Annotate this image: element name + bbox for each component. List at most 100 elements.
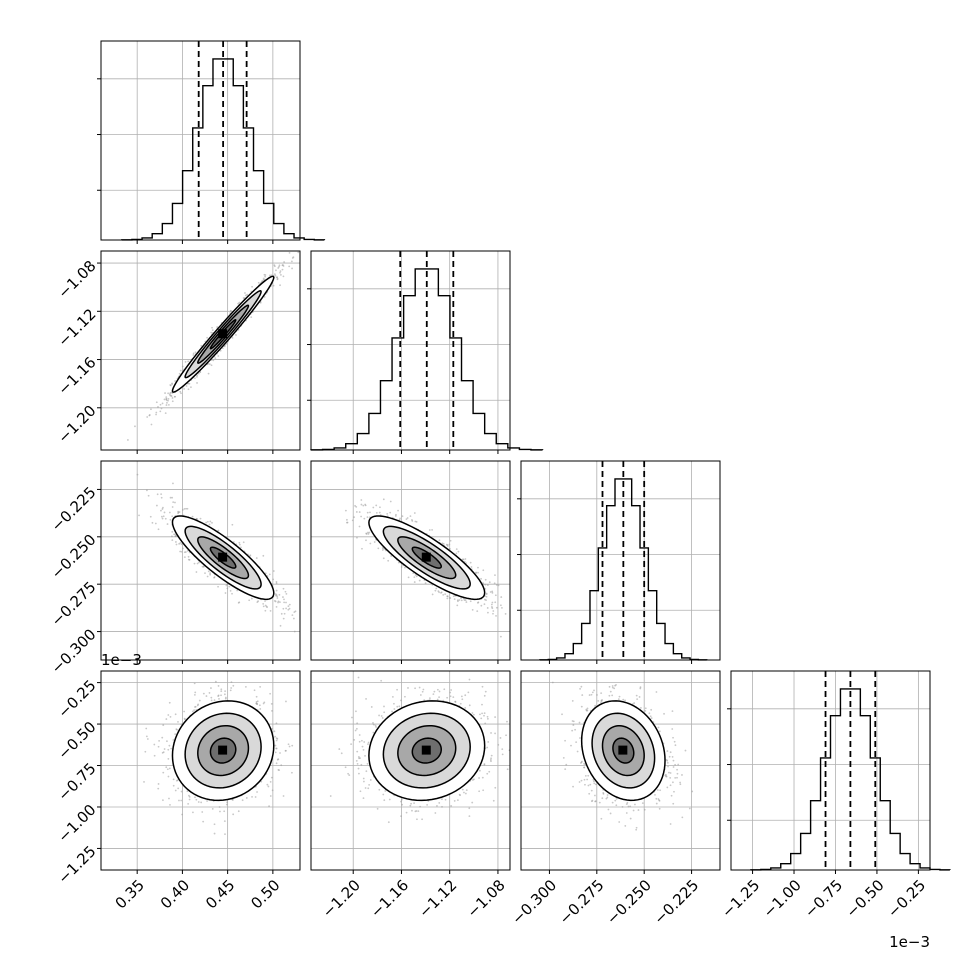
scatter-point — [449, 539, 452, 542]
scatter-point — [155, 401, 158, 404]
scatter-point — [518, 632, 520, 634]
scatter-point — [406, 517, 409, 519]
scatter-point — [186, 549, 189, 552]
scatter-point — [257, 281, 260, 284]
scatter-point — [367, 533, 370, 535]
scatter-point — [194, 706, 196, 708]
scatter-point — [169, 803, 171, 806]
scatter-point — [157, 528, 160, 531]
scatter-point — [199, 517, 202, 520]
scatter-point — [262, 554, 265, 557]
scatter-point — [182, 547, 184, 550]
panels-layer: 0.35 0.40 0.45 0.50 −1.20 −1.16 −1.12 −1.08 −0.3… — [48, 40, 951, 928]
scatter-point — [409, 515, 412, 518]
scatter-point — [168, 701, 171, 704]
scatter-point — [217, 685, 220, 687]
scatter-point — [487, 611, 489, 614]
scatter-point — [196, 518, 199, 521]
scatter-point — [272, 570, 275, 572]
scatter-point — [276, 276, 279, 279]
scatter-point — [134, 425, 136, 428]
scatter-point — [280, 764, 283, 767]
scatter-point — [493, 582, 496, 585]
scatter-point — [217, 355, 220, 357]
scatter-point — [165, 398, 168, 401]
scatter-point — [223, 693, 226, 696]
scatter-point — [354, 504, 356, 507]
scatter-point — [273, 273, 276, 276]
scatter-point — [183, 551, 186, 554]
panel-frame — [310, 250, 511, 451]
scatter-point — [188, 382, 191, 385]
scatter-point — [282, 275, 285, 278]
scatter-point — [283, 601, 286, 604]
scatter-point — [161, 402, 164, 405]
scatter-point — [375, 504, 378, 507]
scatter-point — [458, 599, 461, 601]
scatter-point — [221, 347, 224, 350]
scatter-point — [250, 597, 253, 600]
scatter-point — [274, 600, 277, 603]
scatter-point — [363, 517, 366, 520]
scatter-point — [194, 796, 196, 799]
scatter-point — [240, 546, 242, 549]
scatter-point — [167, 714, 170, 716]
scatter-point — [167, 392, 170, 395]
scatter-panel-1-2 — [310, 460, 552, 664]
scatter-point — [196, 704, 199, 707]
scatter-point — [217, 585, 219, 588]
scatter-point — [418, 579, 421, 582]
scatter-point — [164, 517, 167, 520]
scatter-point — [269, 274, 271, 277]
scatter-point — [282, 607, 285, 610]
scatter-point — [271, 789, 274, 792]
scatter-point — [485, 595, 488, 598]
scatter-point — [237, 601, 240, 604]
scatter-point — [193, 562, 196, 565]
scatter-point — [455, 548, 458, 551]
scatter-point — [166, 740, 168, 743]
scatter-point — [211, 326, 213, 329]
scatter-point — [285, 593, 288, 595]
scatter-point — [191, 515, 194, 518]
scatter-point — [166, 768, 169, 771]
scatter-point — [177, 720, 179, 723]
scatter-point — [205, 521, 208, 524]
scatter-point — [431, 528, 433, 531]
scatter-point — [155, 413, 157, 416]
density-peak — [218, 552, 228, 562]
scatter-point — [179, 369, 182, 372]
scatter-panel-0-3 — [97, 670, 301, 874]
scatter-point — [229, 309, 232, 312]
scatter-point — [228, 585, 231, 588]
scatter-point — [212, 359, 215, 362]
scatter-point — [274, 274, 277, 277]
scatter-point — [394, 515, 397, 517]
scatter-point — [169, 384, 172, 386]
scatter-point — [283, 598, 285, 601]
scatter-point — [226, 801, 228, 804]
scatter-point — [206, 575, 209, 578]
scatter-point — [255, 557, 258, 559]
scatter-point — [226, 583, 229, 586]
scatter-point — [194, 351, 197, 354]
scatter-point — [504, 612, 507, 615]
scatter-point — [292, 617, 295, 620]
scatter-point — [486, 584, 489, 586]
scatter-point — [485, 599, 487, 601]
scatter-point — [160, 496, 163, 499]
scatter-point — [172, 482, 174, 485]
scatter-point — [150, 408, 152, 411]
scatter-point — [499, 604, 502, 607]
scatter-point — [159, 410, 162, 413]
scatter-point — [360, 515, 363, 518]
scatter-point — [211, 329, 214, 332]
scatter-point — [275, 269, 277, 272]
scatter-point — [180, 550, 183, 553]
scatter-point — [157, 406, 159, 408]
scatter-point — [460, 597, 462, 600]
scatter-point — [492, 610, 495, 612]
scatter-point — [550, 642, 552, 644]
scatter-point — [218, 698, 220, 700]
scatter-point — [262, 602, 265, 605]
